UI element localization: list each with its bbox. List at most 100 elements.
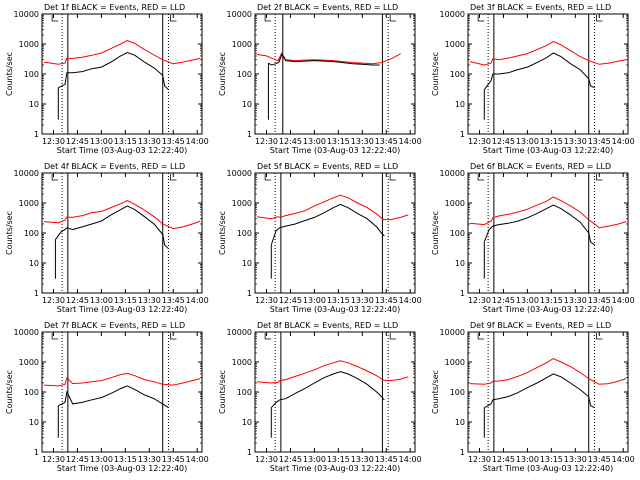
- events-series-line: [270, 203, 385, 246]
- interval-bracket: [596, 174, 603, 181]
- x-tick-label: 14:00: [399, 296, 422, 305]
- x-tick-label: 14:00: [612, 137, 635, 146]
- x-tick-label: 14:00: [186, 296, 209, 305]
- interval-bracket: [477, 174, 485, 181]
- x-tick-label: 12:45: [66, 296, 89, 305]
- y-axis-label: Counts/sec: [5, 370, 14, 414]
- x-tick-label: 13:45: [375, 455, 398, 464]
- panel-title: Det 5f BLACK = Events, RED = LLD: [257, 162, 398, 171]
- y-tick-label: 10000: [440, 328, 465, 337]
- x-tick-label: 13:30: [138, 296, 161, 305]
- y-tick-label: 10: [242, 418, 252, 427]
- x-tick-label: 14:00: [612, 455, 635, 464]
- events-series-line: [54, 205, 169, 250]
- y-tick-label: 1000: [232, 199, 252, 208]
- x-tick-label: 13:15: [327, 137, 350, 146]
- chart-panel: Det 3f BLACK = Events, RED = LLD 1 10 100 10…: [431, 3, 635, 155]
- events-series-line: [268, 53, 380, 66]
- interval-bracket: [477, 15, 485, 22]
- x-tick-label: 12:45: [66, 137, 89, 146]
- y-tick-label: 1000: [232, 358, 252, 367]
- y-tick-label: 1: [460, 289, 465, 298]
- x-tick-label: 12:45: [279, 296, 302, 305]
- x-tick-label: 12:30: [468, 137, 491, 146]
- x-tick-label: 13:15: [540, 296, 563, 305]
- y-tick-label: 100: [24, 70, 39, 79]
- panel-title: Det 8f BLACK = Events, RED = LLD: [257, 321, 398, 330]
- x-tick-label: 13:15: [540, 455, 563, 464]
- y-tick-label: 10: [455, 100, 465, 109]
- y-tick-label: 1000: [445, 40, 465, 49]
- y-tick-label: 1: [247, 130, 252, 139]
- x-tick-label: 12:30: [255, 296, 278, 305]
- x-axis-label: Start Time (03-Aug-03 12:22:40): [57, 305, 188, 314]
- interval-bracket: [51, 333, 59, 340]
- x-tick-label: 14:00: [612, 296, 635, 305]
- chart-panel: Det 2f BLACK = Events, RED = LLD 1 10 100 10…: [218, 3, 422, 155]
- chart-panel: Det 8f BLACK = Events, RED = LLD 1 10 100 10…: [218, 321, 422, 473]
- y-tick-label: 10000: [440, 10, 465, 19]
- x-tick-label: 12:45: [492, 296, 515, 305]
- interval-bracket: [389, 15, 397, 22]
- y-tick-label: 1000: [19, 199, 39, 208]
- x-tick-label: 13:00: [303, 296, 326, 305]
- lld-series-line: [256, 51, 401, 65]
- lld-series-line: [43, 40, 201, 65]
- x-tick-label: 12:45: [279, 455, 302, 464]
- y-axis-label: Counts/sec: [431, 370, 440, 414]
- lld-series-line: [43, 200, 201, 230]
- x-tick-label: 13:30: [351, 455, 374, 464]
- x-tick-label: 13:15: [114, 455, 137, 464]
- chart-panel: Det 5f BLACK = Events, RED = LLD 1 10 100 10…: [218, 162, 422, 314]
- chart-panel: Det 7f BLACK = Events, RED = LLD 1 10 100 10…: [5, 321, 209, 473]
- interval-bracket: [389, 333, 397, 340]
- x-tick-label: 12:30: [42, 455, 65, 464]
- y-tick-label: 1: [34, 289, 39, 298]
- x-axis-label: Start Time (03-Aug-03 12:22:40): [483, 464, 614, 473]
- x-tick-label: 13:30: [138, 137, 161, 146]
- x-tick-label: 12:45: [66, 455, 89, 464]
- x-tick-label: 13:15: [540, 137, 563, 146]
- y-tick-label: 10000: [14, 10, 39, 19]
- y-tick-label: 100: [450, 70, 465, 79]
- interval-bracket: [170, 333, 177, 340]
- y-tick-label: 10: [29, 100, 39, 109]
- events-series-line: [483, 52, 595, 90]
- y-axis-label: Counts/sec: [5, 211, 14, 255]
- y-tick-label: 1: [247, 448, 252, 457]
- y-tick-label: 10000: [227, 10, 252, 19]
- x-tick-label: 12:45: [492, 137, 515, 146]
- lld-series-line: [256, 360, 409, 384]
- y-axis-label: Counts/sec: [218, 52, 227, 96]
- y-axis-label: Counts/sec: [218, 211, 227, 255]
- interval-bracket: [389, 174, 397, 181]
- x-tick-label: 13:30: [564, 137, 587, 146]
- x-tick-label: 13:45: [588, 137, 611, 146]
- x-tick-label: 14:00: [399, 455, 422, 464]
- panel-title: Det 7f BLACK = Events, RED = LLD: [44, 321, 185, 330]
- y-tick-label: 1: [460, 130, 465, 139]
- y-tick-label: 10000: [14, 169, 39, 178]
- y-tick-label: 100: [24, 388, 39, 397]
- events-series-line: [58, 51, 169, 91]
- y-tick-label: 10: [242, 259, 252, 268]
- y-tick-label: 1000: [445, 199, 465, 208]
- x-tick-label: 12:30: [468, 455, 491, 464]
- x-tick-label: 14:00: [186, 455, 209, 464]
- y-tick-label: 10000: [440, 169, 465, 178]
- y-axis-label: Counts/sec: [431, 211, 440, 255]
- interval-bracket: [51, 15, 59, 22]
- y-tick-label: 10: [455, 418, 465, 427]
- y-tick-label: 10000: [227, 169, 252, 178]
- panel-title: Det 3f BLACK = Events, RED = LLD: [470, 3, 611, 12]
- x-tick-label: 13:45: [162, 455, 185, 464]
- y-tick-label: 10: [29, 259, 39, 268]
- lld-series-line: [469, 196, 627, 229]
- x-tick-label: 13:00: [516, 296, 539, 305]
- y-tick-label: 1000: [445, 358, 465, 367]
- lld-series-line: [469, 41, 627, 66]
- x-axis-label: Start Time (03-Aug-03 12:22:40): [270, 146, 401, 155]
- events-series-line: [484, 373, 595, 409]
